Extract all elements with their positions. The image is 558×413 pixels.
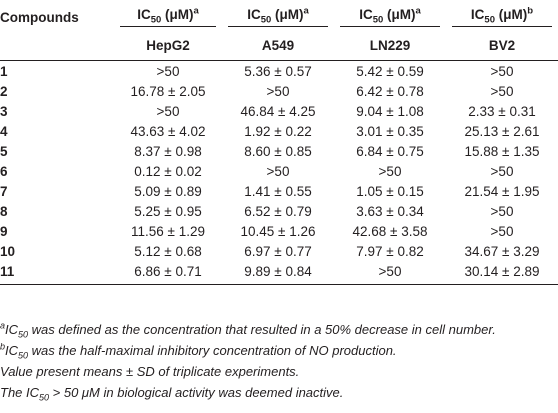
ic50-value: 0.12 ± 0.02 xyxy=(134,163,202,179)
table-row: 11 6.86 ± 0.71 9.89 ± 0.84 >50 30.14 ± 2.89 xyxy=(0,261,558,285)
compound-id: 9 xyxy=(0,223,8,239)
table-row: 1 >50 5.36 ± 0.57 5.42 ± 0.59 >50 xyxy=(0,61,558,82)
compound-id: 5 xyxy=(0,143,8,159)
ic50-value: 8.37 ± 0.98 xyxy=(134,143,202,159)
cell-line-a549: A549 xyxy=(222,30,334,61)
ic50-value: 30.14 ± 2.89 xyxy=(446,261,558,285)
ic50-table: Compounds IC50 (μM)a IC50 (μM)a IC50 (μM… xyxy=(0,4,558,285)
ic50-value: 9.04 ± 1.08 xyxy=(356,103,424,119)
ic50-value: 1.05 ± 0.15 xyxy=(356,183,424,199)
ic50-value: 6.97 ± 0.77 xyxy=(244,243,312,259)
table-row: 8 5.25 ± 0.95 6.52 ± 0.79 3.63 ± 0.34 >50 xyxy=(0,201,558,221)
table-row: 2 16.78 ± 2.05 >50 6.42 ± 0.78 >50 xyxy=(0,81,558,101)
ic50-value: 5.12 ± 0.68 xyxy=(134,243,202,259)
ic50-value: 6.52 ± 0.79 xyxy=(244,203,312,219)
ic50-header-hepg2: IC50 (μM)a xyxy=(114,4,222,30)
header-spacer xyxy=(0,30,114,61)
compound-id: 4 xyxy=(0,123,8,139)
ic50-value: >50 xyxy=(156,103,180,119)
compound-id: 8 xyxy=(0,203,8,219)
ic50-value: >50 xyxy=(266,83,290,99)
ic50-value: 43.63 ± 4.02 xyxy=(130,123,206,139)
ic50-value: 8.60 ± 0.85 xyxy=(244,143,312,159)
compound-id: 7 xyxy=(0,183,8,199)
ic50-value: 5.25 ± 0.95 xyxy=(134,203,202,219)
table-body: 1 >50 5.36 ± 0.57 5.42 ± 0.59 >50 2 16.78 ± 2.… xyxy=(0,61,558,285)
table-row: 4 43.63 ± 4.02 1.92 ± 0.22 3.01 ± 0.35 25.13… xyxy=(0,121,558,141)
ic50-value: 5.42 ± 0.59 xyxy=(356,63,424,79)
table-row: 10 5.12 ± 0.68 6.97 ± 0.77 7.97 ± 0.82 34.67… xyxy=(0,241,558,261)
ic50-value: 2.33 ± 0.31 xyxy=(468,103,536,119)
compound-id: 10 xyxy=(0,243,16,259)
ic50-value: >50 xyxy=(334,261,446,285)
ic50-value: >50 xyxy=(490,163,514,179)
table-row: 3 >50 46.84 ± 4.25 9.04 ± 1.08 2.33 ± 0.31 xyxy=(0,101,558,121)
ic50-value: 7.97 ± 0.82 xyxy=(356,243,424,259)
compound-id: 1 xyxy=(0,63,8,79)
ic50-value: 9.89 ± 0.84 xyxy=(222,261,334,285)
table-header: Compounds IC50 (μM)a IC50 (μM)a IC50 (μM… xyxy=(0,4,558,61)
footnote-inactive: The IC50 > 50 μM in biological activity … xyxy=(0,385,344,403)
compound-id: 11 xyxy=(0,261,114,285)
ic50-value: 16.78 ± 2.05 xyxy=(130,83,206,99)
ic50-header-bv2: IC50 (μM)b xyxy=(446,4,558,30)
cell-line-ln229: LN229 xyxy=(334,30,446,61)
table-row: 9 11.56 ± 1.29 10.45 ± 1.26 42.68 ± 3.58 >50 xyxy=(0,221,558,241)
ic50-value: 34.67 ± 3.29 xyxy=(464,243,540,259)
ic50-value: >50 xyxy=(490,223,514,239)
compounds-header: Compounds xyxy=(0,9,79,25)
ic50-value: 10.45 ± 1.26 xyxy=(240,223,316,239)
footnote-sd: Value present means ± SD of triplicate e… xyxy=(0,364,300,379)
compound-id: 6 xyxy=(0,163,8,179)
ic50-value: 1.41 ± 0.55 xyxy=(244,183,312,199)
ic50-value: >50 xyxy=(378,163,402,179)
ic50-value: 6.84 ± 0.75 xyxy=(356,143,424,159)
ic50-value: 11.56 ± 1.29 xyxy=(131,223,205,239)
ic50-value: >50 xyxy=(490,83,514,99)
table-row: 7 5.09 ± 0.89 1.41 ± 0.55 1.05 ± 0.15 21.54 … xyxy=(0,181,558,201)
ic50-header-ln229: IC50 (μM)a xyxy=(334,4,446,30)
table-row: 5 8.37 ± 0.98 8.60 ± 0.85 6.84 ± 0.75 15.88 … xyxy=(0,141,558,161)
cell-line-hepg2: HepG2 xyxy=(114,30,222,61)
ic50-value: 5.36 ± 0.57 xyxy=(244,63,312,79)
ic50-value: 15.88 ± 1.35 xyxy=(464,143,540,159)
ic50-value: 3.63 ± 0.34 xyxy=(356,203,424,219)
ic50-value: >50 xyxy=(490,63,514,79)
ic50-value: 5.09 ± 0.89 xyxy=(134,183,202,199)
table-row: 6 0.12 ± 0.02 >50 >50 >50 xyxy=(0,161,558,181)
ic50-value: >50 xyxy=(266,163,290,179)
footnote-a: aIC50 was defined as the concentration t… xyxy=(0,320,496,340)
ic50-value: 1.92 ± 0.22 xyxy=(244,123,312,139)
compound-id: 3 xyxy=(0,103,8,119)
ic50-value: >50 xyxy=(156,63,180,79)
ic50-value: >50 xyxy=(490,203,514,219)
ic50-value: 3.01 ± 0.35 xyxy=(356,123,424,139)
cell-line-bv2: BV2 xyxy=(446,30,558,61)
ic50-value: 6.42 ± 0.78 xyxy=(356,83,424,99)
ic50-value: 25.13 ± 2.61 xyxy=(464,123,540,139)
footnote-b: bIC50 was the half-maximal inhibitory co… xyxy=(0,341,397,361)
ic50-value: 21.54 ± 1.95 xyxy=(464,183,540,199)
compound-id: 2 xyxy=(0,83,8,99)
ic50-value: 6.86 ± 0.71 xyxy=(114,261,222,285)
ic50-header-a549: IC50 (μM)a xyxy=(222,4,334,30)
ic50-value: 46.84 ± 4.25 xyxy=(240,103,316,119)
ic50-value: 42.68 ± 3.58 xyxy=(352,223,428,239)
